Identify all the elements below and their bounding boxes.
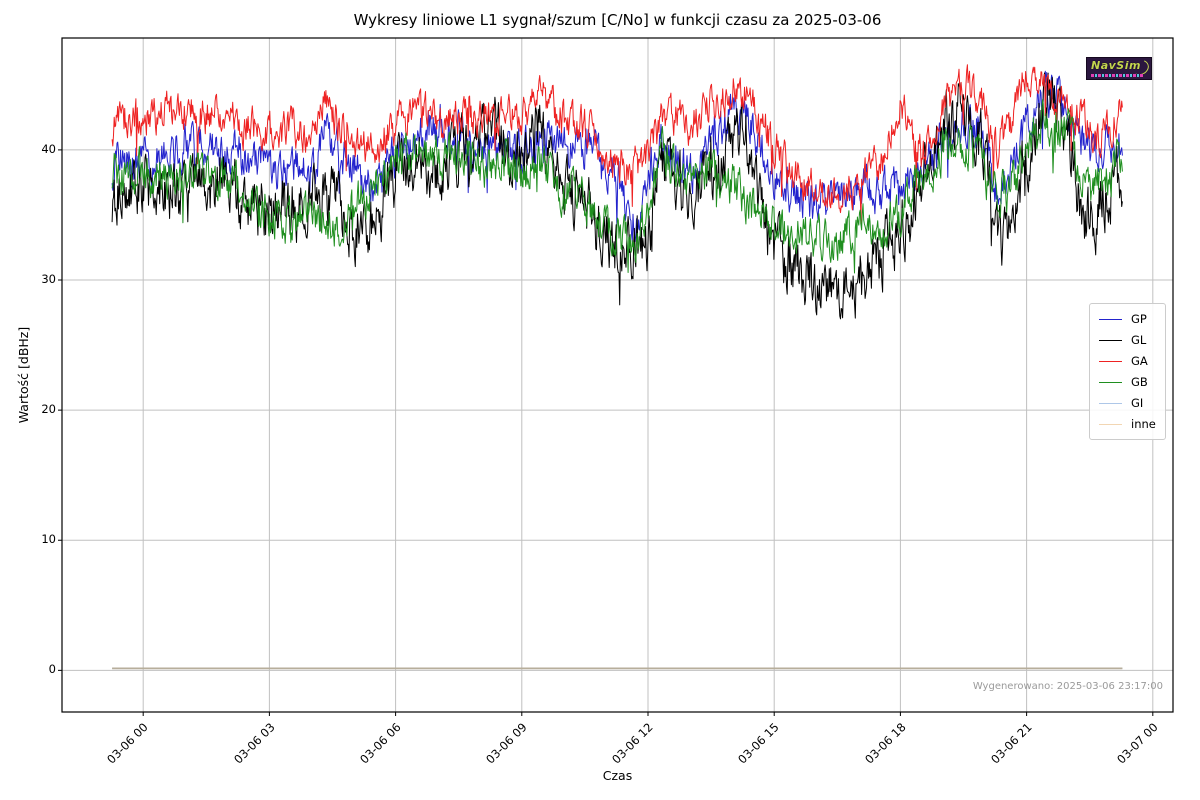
- y-tick-label: 10: [41, 532, 56, 547]
- legend-label-GB: GB: [1131, 374, 1148, 389]
- legend-label-GL: GL: [1131, 332, 1147, 347]
- generated-timestamp: Wygenerowano: 2025-03-06 23:17:00: [972, 681, 1163, 692]
- y-tick-label: 20: [41, 402, 56, 417]
- legend-swatch-inne: [1099, 424, 1122, 425]
- x-axis-label: Czas: [602, 768, 633, 783]
- legend-swatch-GP: [1099, 319, 1122, 320]
- legend-swatch-GL: [1099, 340, 1122, 341]
- legend: GP GL GA GB GI inne: [1089, 303, 1166, 440]
- series-line-GA: [111, 64, 1123, 225]
- logo-subtext-decoration: [1091, 74, 1143, 77]
- legend-label-GA: GA: [1131, 353, 1148, 368]
- legend-item-GI: GI: [1090, 393, 1165, 414]
- legend-item-GL: GL: [1090, 330, 1165, 351]
- legend-label-inne: inne: [1131, 416, 1156, 431]
- legend-swatch-GI: [1099, 403, 1122, 404]
- series-line-GP: [111, 70, 1123, 243]
- legend-item-inne: inne: [1090, 414, 1165, 435]
- watermark-logo: NavSim: [1086, 57, 1152, 80]
- chart-title: Wykresy liniowe L1 sygnał/szum [C/No] w …: [353, 11, 882, 29]
- legend-item-GP: GP: [1090, 309, 1165, 330]
- y-tick-label: 40: [41, 141, 56, 156]
- logo-text: NavSim: [1091, 59, 1141, 72]
- legend-swatch-GB: [1099, 382, 1122, 383]
- y-tick-label: 0: [48, 662, 56, 677]
- legend-label-GP: GP: [1131, 311, 1147, 326]
- legend-swatch-GA: [1099, 361, 1122, 362]
- series-line-GB: [111, 99, 1123, 274]
- y-tick-label: 30: [41, 272, 56, 286]
- plot-frame: [61, 37, 1174, 713]
- legend-item-GB: GB: [1090, 372, 1165, 393]
- legend-label-GI: GI: [1131, 395, 1144, 410]
- legend-item-GA: GA: [1090, 351, 1165, 372]
